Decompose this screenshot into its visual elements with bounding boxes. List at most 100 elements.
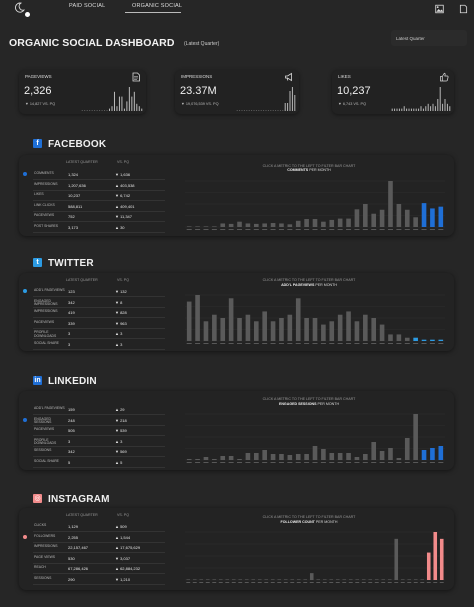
chart-bar[interactable] <box>186 301 192 341</box>
chart-bar[interactable] <box>321 324 326 341</box>
metric-row[interactable]: PAGEVIEWS 339 ▼ 963 <box>19 318 169 329</box>
moon-icon[interactable] <box>14 2 25 13</box>
chart-bar[interactable] <box>287 455 293 460</box>
metric-row[interactable]: CLICKS 1,129 ▲ 509 <box>19 521 169 532</box>
chart-bar[interactable] <box>379 209 385 227</box>
chart-bar[interactable] <box>354 321 360 341</box>
chart-bar[interactable] <box>404 337 410 341</box>
chart-bar[interactable] <box>348 579 353 580</box>
chart-bar[interactable] <box>237 221 242 227</box>
chart-bar[interactable] <box>312 446 318 460</box>
chart-bar[interactable] <box>279 223 284 227</box>
chart-bar[interactable] <box>245 453 251 460</box>
chart-bar[interactable] <box>283 579 288 580</box>
metric-row[interactable]: SESSIONS 342 ▼ 569 <box>19 446 169 457</box>
metric-row[interactable]: COMMENTS 1,324 ▼ 1,636 <box>19 169 169 180</box>
chart-bar[interactable] <box>329 219 335 227</box>
chart-bar[interactable] <box>371 442 377 460</box>
chart-bar[interactable] <box>321 221 326 227</box>
chart-bar[interactable] <box>218 579 223 580</box>
chart-bar[interactable] <box>329 579 334 580</box>
chart-bar[interactable] <box>186 579 191 580</box>
chart-bar[interactable] <box>203 321 209 341</box>
chart-bar[interactable] <box>186 226 192 227</box>
chart-bar[interactable] <box>371 318 377 341</box>
chart-bar[interactable] <box>363 314 368 341</box>
chart-bar[interactable] <box>237 459 242 460</box>
chart-bar[interactable] <box>304 219 309 227</box>
image-icon[interactable] <box>435 4 444 14</box>
chart-bar[interactable] <box>407 579 412 580</box>
chart-bar[interactable] <box>262 311 267 341</box>
metric-row[interactable]: LIKES 10,237 ▼ 6,742 <box>19 190 169 201</box>
chart-bar[interactable] <box>220 223 226 227</box>
chart-bar[interactable] <box>413 579 418 580</box>
chart-bar[interactable] <box>421 339 427 341</box>
chart-bar[interactable] <box>346 311 351 341</box>
chart-bar[interactable] <box>304 454 309 460</box>
chart-bar[interactable] <box>270 321 276 341</box>
chart-bar[interactable] <box>329 453 335 460</box>
metric-row[interactable]: IMPRESSIONS 22,157,467 ▲ 17,675,629 <box>19 542 169 553</box>
chart-bar[interactable] <box>212 459 217 460</box>
chart-bar[interactable] <box>354 209 360 227</box>
quarter-filter[interactable]: Latest Quarter <box>391 30 467 46</box>
chart-bar[interactable] <box>321 449 326 460</box>
chart-bar[interactable] <box>413 414 418 460</box>
chart-bar[interactable] <box>205 579 210 580</box>
chart-bar[interactable] <box>251 579 256 580</box>
chart-bar[interactable] <box>287 314 293 341</box>
chart-bar[interactable] <box>220 456 226 460</box>
chart-bar[interactable] <box>257 579 262 580</box>
chart-bar[interactable] <box>238 579 243 580</box>
chart-bar[interactable] <box>413 217 418 227</box>
metric-row[interactable]: PAGEVIEWS 752 ▼ 11,347 <box>19 211 169 222</box>
chart-bar[interactable] <box>203 457 209 460</box>
document-icon[interactable] <box>459 4 468 14</box>
chart-bar[interactable] <box>438 339 444 341</box>
metric-row[interactable]: SESSIONS 290 ▼ 1,210 <box>19 574 169 585</box>
chart-bar[interactable] <box>421 450 427 460</box>
chart-bar[interactable] <box>295 454 301 460</box>
chart-bar[interactable] <box>212 579 217 580</box>
chart-bar[interactable] <box>270 223 276 227</box>
chart-bar[interactable] <box>277 579 282 580</box>
chart-bar[interactable] <box>379 324 385 341</box>
metric-row[interactable]: ADD'L PAGEVIEWS 159 ▲ 29 <box>19 404 169 415</box>
chart-bar[interactable] <box>225 579 230 580</box>
chart-bar[interactable] <box>195 295 200 341</box>
chart-bar[interactable] <box>433 532 438 580</box>
chart-bar[interactable] <box>388 448 393 460</box>
chart-bar[interactable] <box>304 318 309 341</box>
chart-bar[interactable] <box>404 209 410 227</box>
chart-bar[interactable] <box>253 453 259 460</box>
chart-bar[interactable] <box>363 204 368 227</box>
chart-bar[interactable] <box>439 538 444 580</box>
metric-row[interactable]: FOLLOWERS 2,255 ▲ 1,544 <box>19 532 169 543</box>
chart-bar[interactable] <box>388 334 393 341</box>
metric-row[interactable]: PAGEVIEWS 505 ▼ 539 <box>19 425 169 436</box>
metric-row[interactable]: IMPRESSIONS 1,207,636 ▲ 403,538 <box>19 180 169 191</box>
chart-bar[interactable] <box>396 334 402 341</box>
chart-bar[interactable] <box>363 454 368 460</box>
metric-row[interactable]: LINK CLICKS 588,811 ▲ 409,401 <box>19 201 169 212</box>
metric-row[interactable]: POST SHARES 3,173 ▲ 30 <box>19 222 169 233</box>
chart-bar[interactable] <box>346 453 351 460</box>
chart-bar[interactable] <box>212 314 217 341</box>
metric-row[interactable]: ENGAGED IMPRESSIONS 342 ▼ 8 <box>19 297 169 308</box>
chart-bar[interactable] <box>245 314 251 341</box>
chart-bar[interactable] <box>387 579 392 580</box>
chart-bar[interactable] <box>186 459 192 460</box>
chart-bar[interactable] <box>212 226 217 227</box>
chart-bar[interactable] <box>279 318 284 341</box>
chart-bar[interactable] <box>312 318 318 341</box>
chart-bar[interactable] <box>253 321 259 341</box>
chart-bar[interactable] <box>264 579 269 580</box>
chart-bar[interactable] <box>355 579 360 580</box>
chart-bar[interactable] <box>303 579 308 580</box>
chart-bar[interactable] <box>379 451 385 460</box>
chart-bar[interactable] <box>199 579 204 580</box>
chart-bar[interactable] <box>396 204 402 227</box>
chart-bar[interactable] <box>231 579 236 580</box>
chart-bar[interactable] <box>438 206 444 227</box>
